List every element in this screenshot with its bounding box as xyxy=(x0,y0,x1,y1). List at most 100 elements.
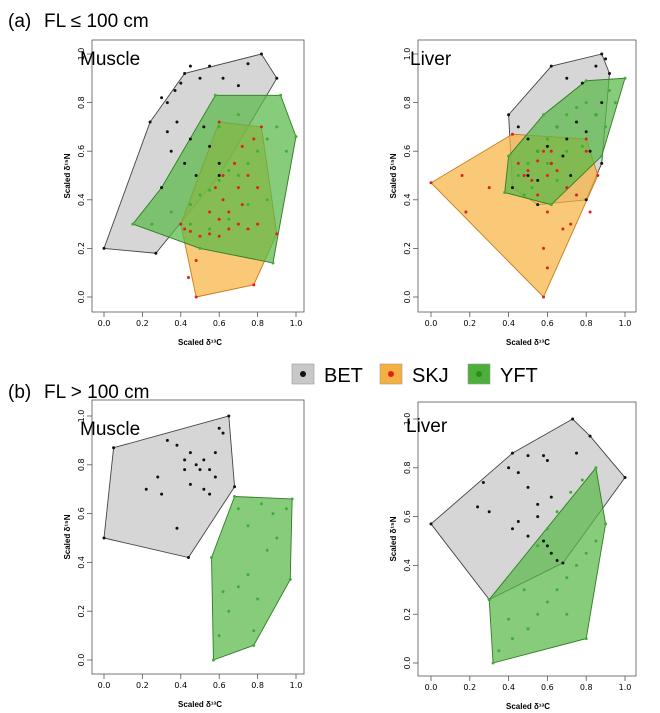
x-tick-label: 1.0 xyxy=(290,681,303,690)
bet-hull-vertex xyxy=(259,52,263,56)
yft-point xyxy=(536,544,540,548)
y-tick-label: 1.0 xyxy=(403,413,412,426)
bet-point xyxy=(600,101,604,105)
y-tick-label: 1.0 xyxy=(77,48,86,61)
section-b-title: FL > 100 cm xyxy=(44,382,149,403)
legend-label: YFT xyxy=(500,365,538,387)
y-tick-label: 0.0 xyxy=(403,291,412,304)
legend-item-yft: YFT xyxy=(467,363,538,387)
yft-point xyxy=(545,527,549,531)
bet-point xyxy=(481,480,485,484)
section-b-tag: (b) xyxy=(8,382,31,403)
y-tick-label: 0.8 xyxy=(403,96,412,109)
yft-hull-vertex xyxy=(584,637,588,641)
x-tick-label: 0.2 xyxy=(136,319,149,328)
bet-point xyxy=(516,471,520,475)
bet-point xyxy=(217,426,221,430)
yft-point xyxy=(256,149,260,153)
bet-point xyxy=(175,120,179,124)
yft-point xyxy=(227,217,231,221)
section-a-title: FL ≤ 100 cm xyxy=(44,11,149,32)
y-tick-label: 0.8 xyxy=(77,96,86,109)
yft-point xyxy=(227,609,231,613)
x-tick-label: 0.4 xyxy=(502,683,515,692)
bet-point xyxy=(160,186,164,190)
panel-title: Muscle xyxy=(80,419,140,440)
skj-point xyxy=(561,227,565,231)
yft-point xyxy=(575,563,578,567)
yft-hull-vertex xyxy=(213,93,217,97)
bet-hull xyxy=(103,415,236,559)
skj-point xyxy=(221,174,225,177)
skj-point xyxy=(575,193,578,197)
yft-point xyxy=(569,490,573,494)
skj-point xyxy=(549,161,553,165)
bet-hull-vertex xyxy=(429,522,433,526)
y-tick-label: 0.0 xyxy=(77,291,86,304)
bet-point xyxy=(526,137,530,141)
skj-hull-vertex xyxy=(217,120,221,124)
yft-hull-vertex xyxy=(294,135,298,139)
section-a-tag: (a) xyxy=(8,11,31,32)
bet-hull-vertex xyxy=(536,203,540,207)
yft-point xyxy=(545,137,549,141)
panels: 0.0 0.2 0.4 0.6 0.8 1.0 0.0 0.2 0.4 0.6 0.8 1.0 Scal… xyxy=(63,39,637,711)
bet-point xyxy=(542,454,546,458)
yft-point xyxy=(545,161,549,165)
bet-hull-vertex xyxy=(584,198,588,202)
y-tick-label: 0.2 xyxy=(77,242,86,255)
yft-hull-vertex xyxy=(131,222,135,226)
yft-point xyxy=(236,585,240,589)
yft-hull xyxy=(132,94,297,264)
bet-point xyxy=(526,485,530,489)
skj-point xyxy=(208,210,212,214)
bet-point xyxy=(188,451,192,455)
skj-point xyxy=(542,246,546,250)
yft-hull-vertex xyxy=(288,577,292,581)
yft-point xyxy=(594,113,598,117)
skj-point xyxy=(530,178,534,182)
yft-point xyxy=(613,101,617,105)
plot-frame xyxy=(417,39,637,313)
yft-point xyxy=(236,113,240,117)
x-tick-label: 0.8 xyxy=(251,319,264,328)
bet-point xyxy=(545,544,549,548)
yft-point xyxy=(284,149,288,153)
bet-point xyxy=(516,519,520,523)
skj-point xyxy=(240,203,244,207)
x-tick-label: 0.0 xyxy=(98,319,111,328)
yft-point xyxy=(516,174,520,177)
skj-point xyxy=(183,227,187,231)
x-axis-title: Scaled δ¹³C xyxy=(506,338,550,347)
skj-point xyxy=(227,227,231,231)
skj-point xyxy=(252,137,256,141)
x-tick-label: 1.0 xyxy=(619,683,632,692)
yft-point xyxy=(522,588,526,592)
yft-point xyxy=(575,105,578,109)
skj-point xyxy=(555,169,559,173)
bet-point xyxy=(179,81,183,85)
bet-point xyxy=(217,161,221,165)
y-tick-label: 0.8 xyxy=(403,461,412,474)
y-tick-label: 0.6 xyxy=(77,145,86,158)
y-tick-label: 0.6 xyxy=(403,145,412,158)
skj-point xyxy=(240,144,244,148)
skj-point xyxy=(464,210,468,214)
bet-point xyxy=(507,466,511,470)
bet-point xyxy=(526,534,530,538)
y-axis-title: Scaled δ¹⁵N xyxy=(63,514,72,559)
yft-point xyxy=(227,169,231,173)
bet-hull-vertex xyxy=(623,476,627,480)
bet-hull-vertex xyxy=(571,417,575,421)
skj-point xyxy=(542,149,546,153)
skj-point xyxy=(221,198,225,202)
yft-hull-vertex xyxy=(503,191,507,195)
yft-hull-vertex xyxy=(211,658,215,662)
yft-point xyxy=(565,576,569,580)
yft-point xyxy=(594,539,598,543)
skj-point xyxy=(233,161,237,165)
bet-hull-vertex xyxy=(148,120,152,124)
x-tick-label: 1.0 xyxy=(290,319,303,328)
bet-point xyxy=(208,64,212,68)
bet-point xyxy=(246,62,250,66)
